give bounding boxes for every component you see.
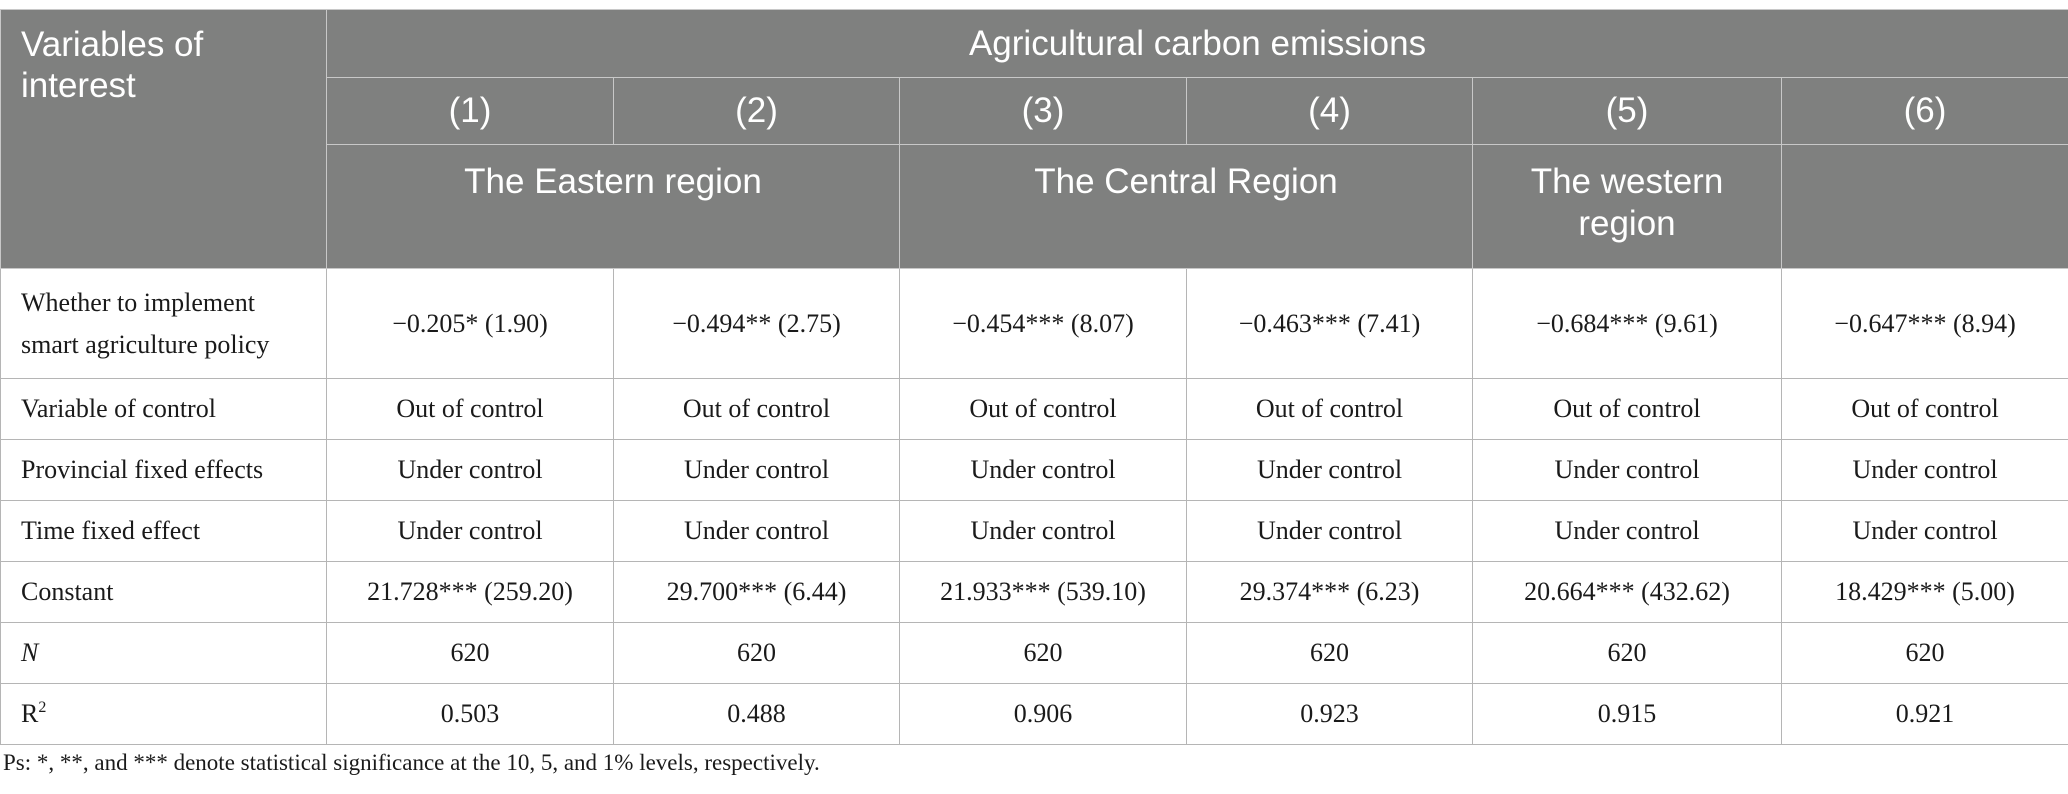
table-row: Provincial fixed effects Under control U…	[0, 439, 2068, 501]
table-row: N 620 620 620 620 620 620	[0, 622, 2068, 684]
table-cell: Out of control	[899, 378, 1187, 440]
row-label: Whether to implement smart agriculture p…	[0, 268, 327, 379]
table-footnote: Ps: *, **, and *** denote statistical si…	[3, 750, 820, 775]
table-cell: 620	[899, 622, 1187, 684]
table-cell: Under control	[326, 439, 614, 501]
table-cell: Out of control	[613, 378, 900, 440]
table-cell: −0.463*** (7.41)	[1186, 268, 1473, 379]
table-cell: Under control	[1780, 500, 2068, 562]
table-cell: 0.906	[899, 683, 1187, 745]
table-row: Time fixed effect Under control Under co…	[0, 500, 2068, 562]
table-row: Whether to implement smart agriculture p…	[0, 268, 2068, 379]
table-cell: Under control	[1186, 500, 1473, 562]
group-header: Agricultural carbon emissions	[325, 9, 2068, 78]
table-cell: 0.488	[613, 683, 900, 745]
r-squared-letter: R	[21, 699, 39, 728]
region-header-eastern: The Eastern region	[326, 144, 900, 269]
table-cell: Under control	[1472, 500, 1782, 562]
table-cell: 0.921	[1780, 683, 2068, 745]
table-cell: Under control	[1780, 439, 2068, 501]
results-table-container: Variables of interest Agricultural carbo…	[0, 9, 2068, 745]
model-number-header: (5)	[1472, 77, 1782, 145]
model-number-header: (6)	[1780, 77, 2068, 145]
table-cell: Out of control	[1780, 378, 2068, 440]
table-cell: 620	[1186, 622, 1473, 684]
region-header-empty	[1780, 144, 2068, 269]
table-cell: Under control	[899, 500, 1187, 562]
table-cell: 29.374*** (6.23)	[1186, 561, 1473, 623]
table-cell: 18.429*** (5.00)	[1780, 561, 2068, 623]
table-cell: 620	[1780, 622, 2068, 684]
table-cell: −0.684*** (9.61)	[1472, 268, 1782, 379]
table-cell: 620	[326, 622, 614, 684]
corner-header: Variables of interest	[0, 9, 327, 269]
table-cell: 21.933*** (539.10)	[899, 561, 1187, 623]
table-cell: Under control	[1186, 439, 1473, 501]
table-cell: Under control	[613, 500, 900, 562]
table-cell: Under control	[326, 500, 614, 562]
table-cell: Under control	[613, 439, 900, 501]
table-cell: 0.923	[1186, 683, 1473, 745]
table-cell: −0.494** (2.75)	[613, 268, 900, 379]
region-header-western: The western region	[1472, 144, 1782, 269]
table-row: R2 0.503 0.488 0.906 0.923 0.915 0.921	[0, 683, 2068, 745]
table-cell: 620	[613, 622, 900, 684]
table-cell: Under control	[1472, 439, 1782, 501]
table-cell: 0.503	[326, 683, 614, 745]
model-number-header: (4)	[1186, 77, 1473, 145]
model-number-header: (2)	[613, 77, 900, 145]
table-cell: Out of control	[1472, 378, 1782, 440]
table-row: Variable of control Out of control Out o…	[0, 378, 2068, 440]
table-cell: Out of control	[326, 378, 614, 440]
table-cell: 20.664*** (432.62)	[1472, 561, 1782, 623]
row-label: Time fixed effect	[0, 500, 327, 562]
model-number-header: (3)	[899, 77, 1187, 145]
row-label: R2	[0, 683, 327, 745]
table-cell: −0.205* (1.90)	[326, 268, 614, 379]
table-cell: −0.647*** (8.94)	[1780, 268, 2068, 379]
table-cell: 21.728*** (259.20)	[326, 561, 614, 623]
r-squared-exponent: 2	[38, 699, 47, 716]
table-cell: −0.454*** (8.07)	[899, 268, 1187, 379]
row-label: Constant	[0, 561, 327, 623]
row-label: N	[0, 622, 327, 684]
row-label: Variable of control	[0, 378, 327, 440]
table-cell: Out of control	[1186, 378, 1473, 440]
table-cell: Under control	[899, 439, 1187, 501]
row-label: Provincial fixed effects	[0, 439, 327, 501]
table-cell: 620	[1472, 622, 1782, 684]
model-number-header: (1)	[326, 77, 614, 145]
table-cell: 0.915	[1472, 683, 1782, 745]
regression-results-table: Variables of interest Agricultural carbo…	[0, 9, 2068, 745]
region-header-central: The Central Region	[899, 144, 1473, 269]
table-cell: 29.700*** (6.44)	[613, 561, 900, 623]
table-row: Constant 21.728*** (259.20) 29.700*** (6…	[0, 561, 2068, 623]
